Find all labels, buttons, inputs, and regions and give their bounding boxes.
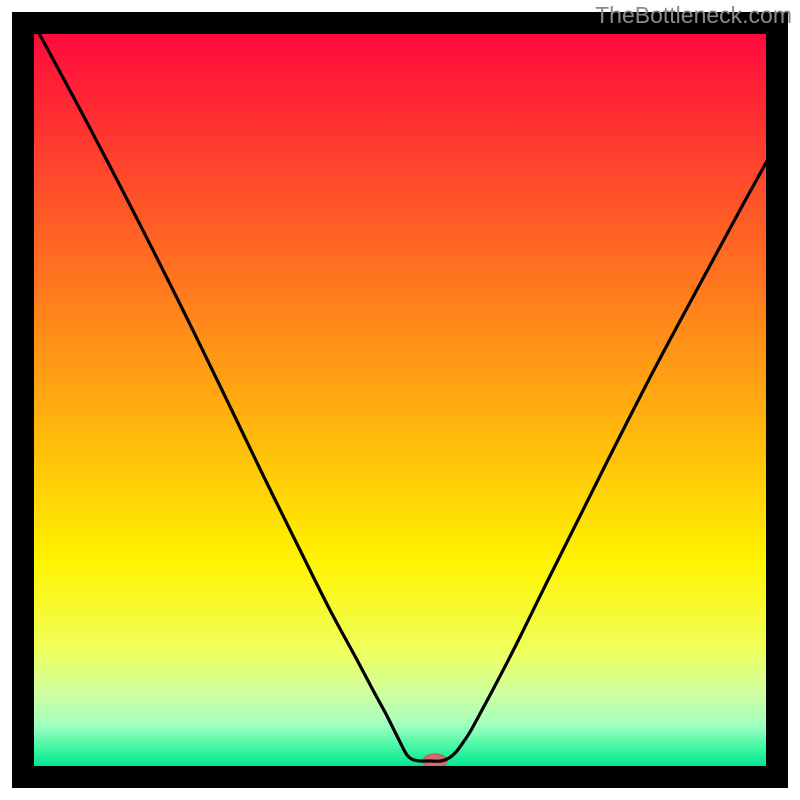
gradient-background <box>34 34 766 766</box>
chart-stage: TheBottleneck.com <box>0 0 800 800</box>
watermark-text: TheBottleneck.com <box>595 2 792 29</box>
chart-svg <box>0 0 800 800</box>
